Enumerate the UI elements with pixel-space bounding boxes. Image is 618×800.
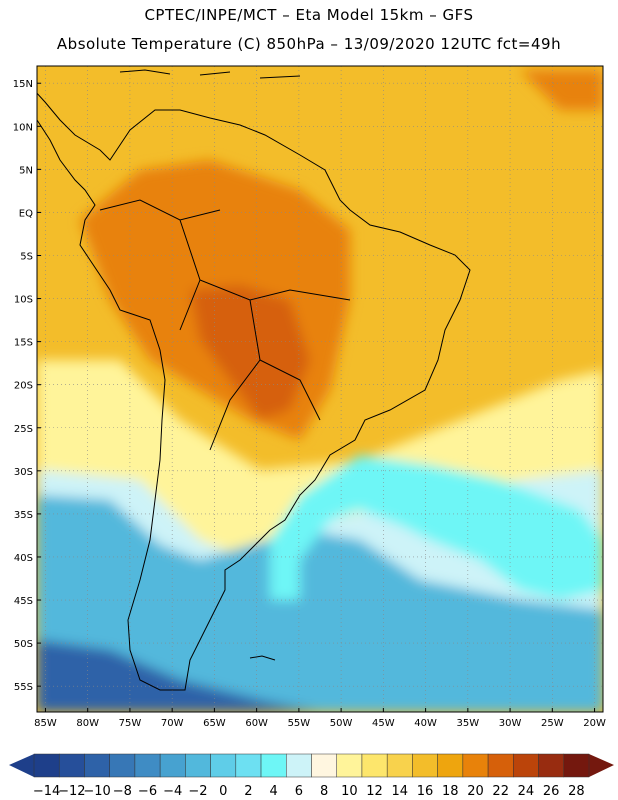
colorbar-swatch — [134, 753, 161, 778]
colorbar-label: −14 — [33, 784, 60, 799]
field-northeast-hot — [520, 70, 603, 110]
colorbar-swatch — [412, 753, 438, 778]
temperature-field — [37, 66, 603, 712]
colorbar-swatch — [286, 753, 312, 778]
longitude-labels: 85W 80W 75W 70W 65W 60W 55W 50W 45W 40W 35W 30W 25W 2… — [34, 708, 606, 729]
colorbar-label: 0 — [219, 784, 227, 799]
colorbar-label: 20 — [467, 784, 484, 799]
colorbar-label: 4 — [270, 784, 278, 799]
latitude-labels: 15N 10N 5N EQ 5S 10S 15S 20S 25S 30S 35S 40S 45S 50S 5… — [13, 79, 41, 693]
lon-tick-label: 65W — [203, 718, 226, 729]
colorbar-label: −12 — [58, 784, 85, 799]
lon-tick-label: 60W — [245, 718, 268, 729]
lat-tick-label: 25S — [14, 424, 33, 435]
colorbar-swatch — [109, 753, 136, 778]
lon-tick-label: 40W — [414, 718, 437, 729]
colorbar-right-arrow — [589, 754, 614, 777]
caribbean-islands — [119, 69, 301, 79]
lat-tick-label: 5S — [20, 251, 33, 262]
south-america-coast — [37, 92, 471, 691]
lat-tick-label: EQ — [19, 208, 33, 219]
colorbar-label: 8 — [320, 784, 328, 799]
lat-tick-label: 35S — [14, 510, 33, 521]
colorbar-label: 12 — [366, 784, 383, 799]
lon-tick-label: 20W — [583, 718, 606, 729]
lon-tick-label: 25W — [541, 718, 564, 729]
colorbar-label: −4 — [163, 784, 182, 799]
lon-tick-label: 55W — [288, 718, 311, 729]
title-line-1: CPTEC/INPE/MCT – Eta Model 15km – GFS — [144, 6, 474, 24]
map-frame — [36, 65, 604, 713]
lon-tick-label: 75W — [119, 718, 142, 729]
lat-tick-label: 10N — [13, 122, 33, 133]
lon-tick-label: 30W — [499, 718, 522, 729]
title-line-2: Absolute Temperature (C) 850hPa – 13/09/… — [56, 35, 562, 53]
field-ocean-far-south — [37, 640, 320, 712]
lon-tick-label: 45W — [372, 718, 395, 729]
colorbar: −14−12−10 −8 −6 −4 −2 0 2 4 6 8 10 12 14 16 18 20 22 24 26… — [9, 753, 614, 799]
colorbar-swatch — [260, 753, 287, 778]
colorbar-label: 26 — [543, 784, 560, 799]
colorbar-label: −10 — [83, 784, 110, 799]
lat-tick-label: 40S — [14, 553, 33, 564]
colorbar-swatch — [513, 753, 539, 778]
colorbar-label: −6 — [138, 784, 157, 799]
lat-tick-label: 15S — [14, 338, 33, 349]
colorbar-label: 10 — [341, 784, 358, 799]
colorbar-swatch — [58, 753, 85, 778]
lon-tick-label: 85W — [34, 718, 57, 729]
lat-tick-label: 55S — [14, 682, 33, 693]
colorbar-swatch — [563, 753, 590, 778]
colorbar-label: 22 — [492, 784, 509, 799]
colorbar-swatch — [159, 753, 186, 778]
borders — [99, 199, 351, 451]
colorbar-label: 18 — [442, 784, 459, 799]
colorbar-swatch — [235, 753, 262, 778]
lon-tick-label: 70W — [161, 718, 184, 729]
colorbar-swatch — [487, 753, 514, 778]
colorbar-swatch — [361, 753, 388, 778]
falkland-islands — [249, 655, 276, 661]
lat-tick-label: 45S — [14, 596, 33, 607]
colorbar-swatch — [311, 753, 337, 778]
colorbar-swatch — [538, 753, 565, 778]
field-land-very-hot — [190, 285, 310, 420]
colorbar-label: 2 — [244, 784, 252, 799]
colorbar-label: 28 — [568, 784, 585, 799]
colorbar-label: 14 — [392, 784, 409, 799]
colorbar-label: −2 — [188, 784, 207, 799]
lat-tick-label: 5N — [19, 165, 33, 176]
colorbar-swatch — [336, 753, 363, 778]
colorbar-swatch — [84, 753, 110, 778]
field-cold-tongue — [270, 455, 603, 600]
colorbar-swatch — [33, 753, 60, 778]
colorbar-label: 24 — [518, 784, 535, 799]
colorbar-swatch — [185, 753, 211, 778]
colorbar-swatch — [462, 753, 489, 778]
colorbar-label: −8 — [113, 784, 132, 799]
colorbar-swatch — [386, 753, 413, 778]
coastlines — [37, 69, 471, 691]
lat-tick-label: 10S — [14, 295, 33, 306]
lon-tick-label: 80W — [76, 718, 99, 729]
lat-tick-label: 20S — [14, 381, 33, 392]
colorbar-label: 16 — [417, 784, 434, 799]
lat-tick-label: 50S — [14, 639, 33, 650]
lon-tick-label: 50W — [330, 718, 353, 729]
colorbar-swatch — [437, 753, 464, 778]
colorbar-label: 6 — [295, 784, 303, 799]
lon-tick-label: 35W — [457, 718, 480, 729]
lat-tick-label: 15N — [13, 79, 33, 90]
lat-tick-label: 30S — [14, 467, 33, 478]
field-ocean-south — [37, 560, 603, 712]
colorbar-swatch — [210, 753, 237, 778]
colorbar-left-arrow — [9, 754, 34, 777]
